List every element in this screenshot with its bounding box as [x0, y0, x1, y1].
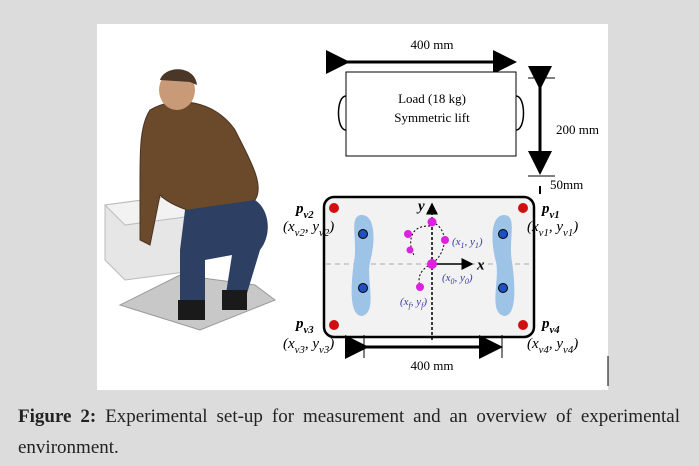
load-height-label: 200 mm	[556, 122, 599, 137]
axis-y-label: y	[416, 198, 425, 214]
label-text: p	[540, 316, 550, 332]
label-text: , y	[455, 272, 466, 284]
load-label: Symmetric lift	[394, 110, 470, 125]
sensor	[358, 229, 368, 239]
label-text: , y	[305, 336, 320, 352]
label-text: p	[294, 201, 304, 217]
person-illustration	[103, 69, 277, 331]
label-text: p	[294, 316, 304, 332]
corner-coord: (xv3, yv3)	[283, 336, 334, 356]
subscript: 0	[451, 277, 455, 286]
subscript: v1	[563, 227, 573, 239]
subscript: v2	[304, 209, 315, 221]
label-text: )	[328, 336, 334, 352]
subscript: v4	[539, 344, 550, 356]
label-text: (x	[283, 336, 295, 352]
label-text: (x	[452, 236, 461, 248]
axis-x-label: x	[476, 257, 485, 273]
platform-width-label: 400 mm	[411, 358, 454, 373]
label-text: (x	[283, 219, 295, 235]
subscript: v1	[539, 227, 549, 239]
label-text: )	[572, 336, 578, 352]
subscript: v1	[550, 209, 560, 221]
sensor	[498, 229, 508, 239]
foot	[351, 215, 374, 316]
subscript: 1	[461, 241, 465, 250]
subscript: v2	[295, 227, 306, 239]
subscript: v3	[295, 344, 306, 356]
label-text: )	[328, 219, 334, 235]
subscript: f	[421, 301, 425, 310]
load-diagram: 400 mm Load (18 kg) Symmetric lift 200 m…	[326, 37, 599, 194]
label-text: (x	[400, 296, 409, 308]
subscript: v2	[319, 227, 330, 239]
cop-point	[427, 217, 437, 227]
gap-label: 50mm	[550, 177, 583, 192]
handle	[337, 95, 347, 131]
sensor	[358, 283, 368, 293]
corner-coord: (xv4, yv4)	[527, 336, 578, 356]
corner-dot	[329, 203, 339, 213]
corner-dot	[518, 203, 528, 213]
label-text: (x	[527, 336, 539, 352]
subscript: v4	[563, 344, 574, 356]
label-text: )	[572, 219, 578, 235]
point-label: (x0, y0)	[442, 272, 473, 287]
label-text: , y	[465, 236, 476, 248]
cop-point	[404, 230, 412, 238]
corner-name: pv3	[294, 316, 314, 336]
label-text: (x	[442, 272, 451, 284]
cop-point	[441, 236, 449, 244]
subscript: v3	[304, 324, 315, 336]
label-text: , y	[411, 296, 422, 308]
handle	[515, 95, 525, 131]
caption-label: Figure 2:	[18, 406, 97, 427]
foot	[492, 215, 515, 316]
corner-coord: (xv1, yv1)	[527, 219, 578, 239]
corner-dot	[518, 320, 528, 330]
subscript: f	[409, 301, 413, 310]
label-text: )	[468, 272, 473, 284]
subscript: 0	[465, 277, 469, 286]
point-label: (xf, yf)	[400, 296, 427, 311]
subscript: 1	[475, 241, 479, 250]
corner-name: pv1	[540, 201, 560, 221]
label-text: , y	[549, 219, 564, 235]
label-text: )	[478, 236, 483, 248]
corner-name: pv4	[540, 316, 560, 336]
point-label: (x1, y1)	[452, 236, 483, 251]
load-width-label: 400 mm	[411, 37, 454, 52]
subscript: v4	[550, 324, 561, 336]
sensor	[498, 283, 508, 293]
corner-coord: (xv2, yv2)	[283, 219, 334, 239]
label-text: (x	[527, 219, 539, 235]
corner-dot	[329, 320, 339, 330]
label-text: , y	[305, 219, 320, 235]
corner-name: pv2	[294, 201, 314, 221]
subscript: v3	[319, 344, 330, 356]
cop-point	[416, 283, 424, 291]
caption: Figure 2: Experimental set-up for measur…	[18, 401, 680, 463]
label-text: , y	[549, 336, 564, 352]
trajectory	[410, 225, 433, 287]
platform-diagram: y x (x1, y1) (x0, y0) (xf, yf) pv2 (xv2,…	[283, 195, 609, 386]
load-box	[345, 71, 517, 157]
label-text: )	[422, 296, 427, 308]
cop-point	[427, 259, 437, 269]
cop-point	[406, 246, 414, 254]
load-label: Load (18 kg)	[398, 91, 466, 106]
caption-text: Experimental set-up for measurement and …	[18, 406, 681, 458]
label-text: p	[540, 201, 550, 217]
